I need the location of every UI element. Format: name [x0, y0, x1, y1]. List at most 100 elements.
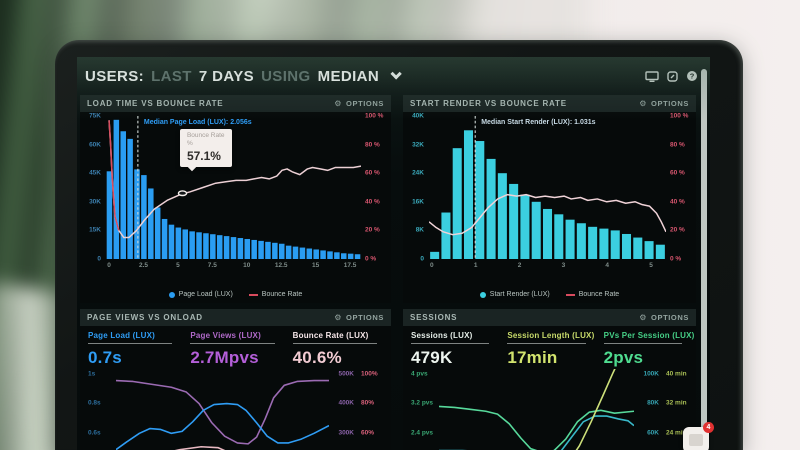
- y-tick-label: 45K: [89, 169, 101, 177]
- metric: Sessions (LUX) 479K: [411, 331, 495, 368]
- x-tick-label: 17.5: [343, 262, 357, 269]
- svg-text:?: ?: [690, 72, 695, 81]
- help-icon[interactable]: ?: [686, 70, 698, 82]
- mini-axis-left-label: 0.8s: [88, 399, 101, 407]
- dashboard-screen: USERS: LAST 7 DAYS USING MEDIAN ?: [77, 57, 710, 450]
- y-tick-label: 100 %: [670, 112, 689, 120]
- metric-underline: [292, 343, 377, 344]
- tooltip-subtitle: %: [186, 139, 193, 147]
- tooltip-value: 57.1%: [186, 148, 221, 163]
- tooltip-title: Bounce Rate: [186, 131, 225, 139]
- metric-label: Bounce Rate (LUX): [292, 331, 369, 340]
- panel-start-render: START RENDER VS BOUNCE RATE ⚙ OPTIONS 40…: [403, 95, 696, 303]
- metric: Session Length (LUX) 17min: [507, 331, 595, 368]
- title-using: USING: [261, 67, 311, 85]
- y-tick-label: 20 %: [670, 226, 685, 234]
- metric-value: 479K: [411, 348, 453, 367]
- mini-axis-right-v: 80%: [361, 399, 375, 407]
- title-users: USERS:: [85, 67, 145, 85]
- metric-label: Session Length (LUX): [507, 331, 595, 340]
- scrollbar[interactable]: [701, 69, 707, 448]
- options-button[interactable]: ⚙ OPTIONS: [334, 312, 384, 322]
- mini-axis-right-labels: 300K 60%: [332, 429, 387, 436]
- desktop-icon[interactable]: [645, 70, 659, 82]
- metric-underline: [88, 343, 173, 344]
- metric-underline: [507, 343, 586, 344]
- mini-axis-right-k: 400K: [338, 399, 354, 407]
- notification-badge: 4: [703, 422, 714, 433]
- mini-axis-right-labels: 500K 100%: [332, 371, 387, 378]
- mini-axis-right-k: 60K: [647, 429, 659, 437]
- gear-icon: ⚙: [639, 312, 648, 322]
- mini-axis-right-v: 24 min: [666, 429, 687, 437]
- panel-load-time: LOAD TIME VS BOUNCE RATE ⚙ OPTIONS 75K 60…: [80, 95, 391, 303]
- page-load-line: [116, 404, 329, 450]
- y-tick-label: 0 %: [670, 255, 682, 263]
- median-annotation: Median Start Render (LUX): 1.031s: [481, 119, 596, 126]
- laptop: USERS: LAST 7 DAYS USING MEDIAN ?: [55, 40, 743, 450]
- title-7days: 7 DAYS: [198, 67, 255, 85]
- metric-underline: [190, 343, 275, 344]
- x-tick-label: 4: [605, 262, 610, 269]
- y-tick-label: 15K: [89, 226, 101, 234]
- mini-axis-left-label: 3.2 pvs: [411, 399, 434, 407]
- mini-chart: 4 pvs 3.2 pvs 2.4 pvs 100K 40 min 80K 32 min 60…: [403, 369, 696, 450]
- legend-line-marker: [565, 293, 575, 296]
- chat-widget-button[interactable]: 4: [683, 422, 714, 450]
- mini-axis-right-labels: 80K 32 min: [637, 400, 692, 407]
- x-tick-label: 0: [430, 262, 434, 269]
- legend-item[interactable]: Start Render (LUX): [479, 291, 550, 298]
- x-tick-label: 7.5: [207, 262, 217, 269]
- x-tick-label: 1: [473, 262, 478, 269]
- panel-sessions: SESSIONS ⚙ OPTIONS Sessions (LUX) 479K Ses…: [403, 309, 696, 450]
- metric-value: 40.6%: [292, 348, 342, 367]
- users-period-dropdown[interactable]: USERS: LAST 7 DAYS USING MEDIAN: [85, 67, 402, 85]
- legend-dot-marker: [479, 291, 486, 298]
- legend-item[interactable]: Bounce Rate: [248, 291, 303, 298]
- metric-value: 2.7Mpvs: [190, 348, 259, 367]
- y-tick-label: 80 %: [365, 141, 380, 149]
- chart-plot: Median Start Render (LUX): 1.031s: [429, 116, 666, 259]
- metric-label: Sessions (LUX): [411, 331, 473, 340]
- metrics-row: Page Load (LUX) 0.7s Page Views (LUX) 2.7Mp…: [80, 326, 391, 368]
- y-tick-label: 20 %: [365, 226, 380, 234]
- y-tick-label: 60K: [89, 141, 101, 149]
- chevron-down-icon: [390, 68, 402, 80]
- options-button[interactable]: ⚙ OPTIONS: [639, 98, 689, 108]
- mini-axis-right-k: 500K: [338, 370, 354, 378]
- mini-axis-right-k: 100K: [643, 370, 659, 378]
- chat-icon: [689, 434, 703, 446]
- y-axis-right: 100 % 80 % 60 % 40 % 20 % 0 %: [363, 113, 391, 263]
- metric-label: Page Load (LUX): [88, 331, 156, 340]
- y-axis-left: 40K 32K 24K 16K 8K 0: [403, 113, 427, 263]
- panel-title: SESSIONS: [410, 313, 458, 322]
- mini-axis-left-label: 2.4 pvs: [411, 429, 434, 437]
- gear-icon: ⚙: [334, 312, 343, 322]
- legend-dot-marker: [168, 291, 175, 298]
- legend-label: Start Render (LUX): [489, 291, 550, 298]
- y-tick-label: 30K: [89, 198, 101, 206]
- gear-icon: ⚙: [639, 98, 648, 108]
- legend-item[interactable]: Page Load (LUX): [168, 291, 233, 298]
- y-axis-left: 75K 60K 45K 30K 15K 0: [80, 113, 104, 263]
- x-tick-label: 10: [243, 262, 251, 269]
- pvs-per-session-line: [439, 406, 634, 450]
- y-tick-label: 16K: [412, 198, 424, 206]
- bar-line-chart: [429, 116, 666, 259]
- page-views-line: [116, 381, 329, 444]
- options-button[interactable]: ⚙ OPTIONS: [334, 98, 384, 108]
- legend-item[interactable]: Bounce Rate: [565, 291, 619, 298]
- mini-axis-right-v: 100%: [361, 370, 378, 378]
- y-tick-label: 8K: [415, 226, 424, 234]
- mobile-rotate-icon[interactable]: [667, 70, 678, 82]
- metric: Bounce Rate (LUX) 40.6%: [292, 331, 383, 368]
- x-tick-label: 15: [311, 262, 320, 269]
- options-button[interactable]: ⚙ OPTIONS: [639, 312, 689, 322]
- metric: Page Views (LUX) 2.7Mpvs: [190, 331, 280, 368]
- legend-label: Bounce Rate: [261, 291, 303, 298]
- y-tick-label: 32K: [412, 141, 424, 149]
- mini-axis-left-label: 0.6s: [88, 429, 101, 437]
- y-tick-label: 40 %: [670, 198, 685, 206]
- y-tick-label: 60 %: [670, 169, 685, 177]
